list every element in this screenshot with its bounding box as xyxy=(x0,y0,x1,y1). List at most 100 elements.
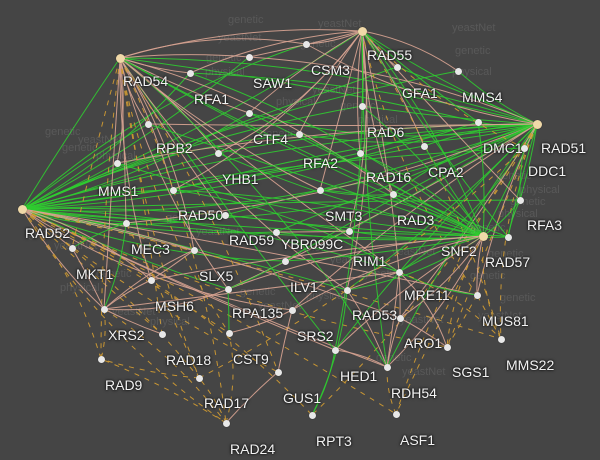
graph-node-rad6[interactable] xyxy=(358,102,366,110)
graph-node-ilv1[interactable] xyxy=(281,257,289,265)
graph-node-rpa135[interactable] xyxy=(224,285,232,293)
graph-node-gus1[interactable] xyxy=(274,368,282,376)
graph-node-snf2[interactable] xyxy=(478,231,488,241)
graph-node-gfa1[interactable] xyxy=(393,63,401,71)
graph-node-saw1[interactable] xyxy=(245,53,253,61)
graph-edge xyxy=(21,147,525,210)
graph-node-label-rad51: RAD51 xyxy=(541,140,587,156)
graph-node-rfa3[interactable] xyxy=(516,196,524,204)
graph-node-label-rad50: RAD50 xyxy=(178,207,224,223)
graph-node-rpt3[interactable] xyxy=(308,411,316,419)
graph-edge xyxy=(21,208,401,319)
graph-node-ddc1[interactable] xyxy=(520,144,528,152)
graph-node-smt3[interactable] xyxy=(316,186,324,194)
graph-node-mec3[interactable] xyxy=(122,219,130,227)
graph-node-label-msh6: MSH6 xyxy=(155,298,194,314)
edges-group xyxy=(21,29,538,424)
graph-edge xyxy=(284,123,538,262)
graph-node-label-mms4: MMS4 xyxy=(462,89,503,105)
graph-node-asf1[interactable] xyxy=(392,410,400,418)
graph-node-dmc1[interactable] xyxy=(474,118,482,126)
graph-node-label-rad55: RAD55 xyxy=(367,47,413,63)
graph-node-rim1[interactable] xyxy=(345,227,353,235)
graph-edge xyxy=(103,222,127,310)
graph-edge xyxy=(21,208,400,273)
graph-edge xyxy=(398,271,502,340)
graph-node-slx5[interactable] xyxy=(190,246,198,254)
graph-node-rad55[interactable] xyxy=(357,26,367,36)
graph-edge xyxy=(21,57,121,210)
graph-node-rad3[interactable] xyxy=(389,190,397,198)
graph-node-ybr099c[interactable] xyxy=(272,228,280,236)
graph-node-rad17[interactable] xyxy=(195,374,203,382)
graph-edge xyxy=(361,30,478,296)
graph-node-cst9[interactable] xyxy=(225,329,233,337)
graph-node-rad57[interactable] xyxy=(504,233,512,241)
graph-node-rad9[interactable] xyxy=(97,355,105,363)
graph-node-xrs2[interactable] xyxy=(100,305,108,313)
graph-node-rad18[interactable] xyxy=(158,330,166,338)
graph-node-label-srs2: SRS2 xyxy=(297,328,334,344)
graph-edge xyxy=(125,123,538,224)
graph-edge xyxy=(398,235,484,273)
graph-node-hed1[interactable] xyxy=(331,346,339,354)
graph-edge xyxy=(21,162,118,210)
graph-node-label-mec3: MEC3 xyxy=(131,241,170,257)
graph-node-csm3[interactable] xyxy=(302,40,310,48)
graph-edge xyxy=(119,57,229,290)
graph-node-yhb1[interactable] xyxy=(214,149,222,157)
graph-edge xyxy=(21,70,459,210)
graph-node-label-rad18: RAD18 xyxy=(166,352,212,368)
graph-node-mus81[interactable] xyxy=(473,291,481,299)
graph-node-rpb2[interactable] xyxy=(144,120,152,128)
graph-node-msh6[interactable] xyxy=(147,276,155,284)
graph-edge xyxy=(189,72,538,125)
graph-node-rad50[interactable] xyxy=(169,186,177,194)
graph-node-rad51[interactable] xyxy=(532,119,542,129)
graph-node-sgs1[interactable] xyxy=(443,343,451,351)
graph-node-rfa2[interactable] xyxy=(295,130,303,138)
graph-edge xyxy=(248,112,538,137)
graph-edge xyxy=(172,189,484,237)
graph-edge xyxy=(248,56,538,125)
graph-node-srs2[interactable] xyxy=(288,306,296,314)
graph-edge xyxy=(119,57,509,238)
graph-node-mms4[interactable] xyxy=(454,67,462,75)
graph-node-label-cst9: CST9 xyxy=(233,351,269,367)
graph-node-label-sgs1: SGS1 xyxy=(452,364,490,380)
graph-edge xyxy=(361,105,484,237)
graph-node-rad16[interactable] xyxy=(356,149,364,157)
graph-node-mkt1[interactable] xyxy=(68,244,76,252)
graph-node-label-hed1: HED1 xyxy=(340,368,378,384)
graph-edge xyxy=(119,57,484,237)
graph-edge xyxy=(334,349,388,368)
graph-node-rdh54[interactable] xyxy=(383,363,391,371)
graph-edge xyxy=(116,162,484,237)
graph-node-rad24[interactable] xyxy=(222,419,230,427)
graph-edge xyxy=(398,271,401,319)
graph-node-rfa1[interactable] xyxy=(186,69,194,77)
graph-node-rad59[interactable] xyxy=(221,211,229,219)
graph-node-aro1[interactable] xyxy=(396,314,404,322)
graph-node-label-rpa135: RPA135 xyxy=(232,305,284,321)
graph-edge xyxy=(398,271,448,348)
graph-edge xyxy=(198,147,525,379)
graph-edge xyxy=(119,57,200,379)
graph-node-mre11[interactable] xyxy=(395,268,403,276)
graph-node-mms22[interactable] xyxy=(497,335,505,343)
graph-node-label-cpa2: CPA2 xyxy=(428,164,464,180)
graph-node-rad54[interactable] xyxy=(115,53,125,63)
graph-edge xyxy=(482,199,521,237)
graph-node-mms1[interactable] xyxy=(113,159,121,167)
graph-node-rad53[interactable] xyxy=(343,286,351,294)
graph-node-label-smt3: SMT3 xyxy=(325,208,363,224)
graph-edge xyxy=(334,30,364,351)
graph-node-rad52[interactable] xyxy=(17,204,27,214)
graph-node-cpa2[interactable] xyxy=(420,142,428,150)
graph-node-label-rim1: RIM1 xyxy=(353,253,387,269)
graph-edge xyxy=(248,112,484,237)
graph-node-ctf4[interactable] xyxy=(245,109,253,117)
graph-edge xyxy=(477,121,485,237)
